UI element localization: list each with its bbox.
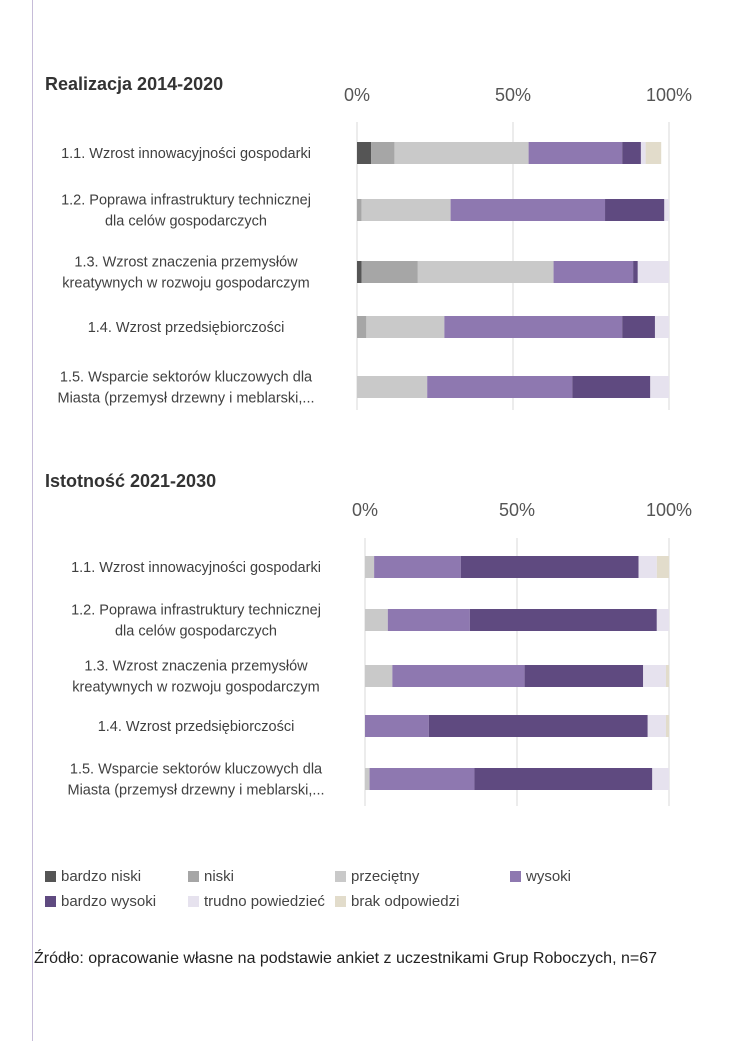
chart1-bar-trudno-powiedziec-2 bbox=[664, 199, 669, 221]
chart1-tick-label-100: 100% bbox=[646, 85, 692, 105]
chart1-category-label-5-line-1: 1.5. Wsparcie sektorów kluczowych dla bbox=[60, 370, 313, 386]
chart1-category-label-1: 1.1. Wzrost innowacyjności gospodarki bbox=[61, 146, 311, 162]
source-note: Źródło: opracowanie własne na podstawie … bbox=[34, 950, 657, 967]
legend-label-trudno-powiedziec: trudno powiedzieć bbox=[204, 893, 325, 910]
chart1-bar-bardzo-wysoki-2 bbox=[605, 199, 665, 221]
chart2-tick-label-100: 100% bbox=[646, 500, 692, 520]
chart1-category-label-2-line-1: 1.2. Poprawa infrastruktury technicznej bbox=[61, 193, 311, 209]
chart2-bar-trudno-powiedziec-1 bbox=[638, 556, 657, 578]
chart1-bar-przecietny-5 bbox=[357, 376, 428, 398]
stacked-bar-charts: Realizacja 2014-2020 0% 50% 100% 1.1. Wzrost… bbox=[45, 74, 692, 806]
chart2-bar-bardzo-wysoki-5 bbox=[474, 768, 653, 790]
chart1-bar-wysoki-2 bbox=[450, 199, 606, 221]
chart1-category-label-5-line-2: Miasta (przemysł drzewny i meblarski,... bbox=[57, 391, 314, 407]
chart1-bar-brak-odpowiedzi-1 bbox=[645, 142, 662, 164]
legend-item-brak-odpowiedzi: brak odpowiedzi bbox=[335, 893, 459, 910]
chart1-bar-przecietny-2 bbox=[361, 199, 451, 221]
chart2-category-label-5-line-2: Miasta (przemysł drzewny i meblarski,... bbox=[67, 783, 324, 799]
chart1-bar-przecietny-4 bbox=[366, 316, 445, 338]
chart1-bar-wysoki-4 bbox=[444, 316, 623, 338]
legend-swatch-przecietny bbox=[335, 871, 346, 882]
chart2-category-label-3-line-2: kreatywnych w rozwoju gospodarczym bbox=[72, 680, 319, 696]
legend-label-bardzo-wysoki: bardzo wysoki bbox=[61, 893, 157, 910]
chart1-bar-bardzo-wysoki-3 bbox=[633, 261, 638, 283]
chart1-bar-wysoki-5 bbox=[427, 376, 573, 398]
legend-label-niski: niski bbox=[204, 868, 235, 885]
legend-label-brak-odpowiedzi: brak odpowiedzi bbox=[351, 893, 460, 910]
chart2-bar-przecietny-2 bbox=[365, 609, 388, 631]
chart2-category-label-5-line-1: 1.5. Wsparcie sektorów kluczowych dla bbox=[70, 762, 323, 778]
chart2-bar-wysoki-2 bbox=[387, 609, 470, 631]
chart2-bar-trudno-powiedziec-2 bbox=[656, 609, 669, 631]
chart2-bar-trudno-powiedziec-5 bbox=[652, 768, 669, 790]
chart1-bar-trudno-powiedziec-1 bbox=[640, 142, 646, 164]
legend-item-przecietny: przeciętny bbox=[335, 868, 419, 885]
chart1-category-label-2-line-2: dla celów gospodarczych bbox=[105, 214, 267, 230]
chart1-category-label-4: 1.4. Wzrost przedsiębiorczości bbox=[88, 320, 285, 336]
chart1-bar-wysoki-1 bbox=[528, 142, 623, 164]
chart2-bar-brak-odpowiedzi-4 bbox=[665, 715, 669, 737]
legend-item-bardzo-niski: bardzo niski bbox=[45, 868, 141, 885]
legend-swatch-trudno-powiedziec bbox=[188, 896, 199, 907]
chart1-category-label-3-line-1: 1.3. Wzrost znaczenia przemysłów bbox=[74, 255, 298, 271]
chart2-bar-bardzo-wysoki-1 bbox=[460, 556, 639, 578]
chart1-title: Realizacja 2014-2020 bbox=[45, 74, 223, 94]
legend-item-niski: niski bbox=[188, 868, 234, 885]
chart2-category-label-4: 1.4. Wzrost przedsiębiorczości bbox=[98, 719, 295, 735]
chart1-bar-bardzo-niski-3 bbox=[357, 261, 362, 283]
chart1-bar-bardzo-wysoki-4 bbox=[622, 316, 655, 338]
chart2-bar-wysoki-3 bbox=[392, 665, 525, 687]
chart2-bar-brak-odpowiedzi-1 bbox=[656, 556, 669, 578]
chart1-bar-niski-3 bbox=[361, 261, 418, 283]
legend-swatch-brak-odpowiedzi bbox=[335, 896, 346, 907]
chart2-bar-trudno-powiedziec-4 bbox=[647, 715, 666, 737]
chart1-bar-bardzo-niski-1 bbox=[357, 142, 372, 164]
chart1-bar-bardzo-wysoki-5 bbox=[572, 376, 651, 398]
chart2-title: Istotność 2021-2030 bbox=[45, 471, 216, 491]
chart2-bar-bardzo-wysoki-4 bbox=[428, 715, 648, 737]
chart2-bar-wysoki-1 bbox=[374, 556, 461, 578]
legend-swatch-wysoki bbox=[510, 871, 521, 882]
chart1-bar-wysoki-3 bbox=[553, 261, 634, 283]
chart2-bar-przecietny-1 bbox=[365, 556, 375, 578]
legend-item-bardzo-wysoki: bardzo wysoki bbox=[45, 893, 156, 910]
chart2-bar-bardzo-wysoki-2 bbox=[469, 609, 657, 631]
chart1-bar-niski-1 bbox=[371, 142, 395, 164]
chart2-bar-przecietny-3 bbox=[365, 665, 393, 687]
chart1-tick-label-0: 0% bbox=[344, 85, 370, 105]
chart2-category-label-1: 1.1. Wzrost innowacyjności gospodarki bbox=[71, 560, 321, 576]
legend-swatch-bardzo-niski bbox=[45, 871, 56, 882]
chart1-bar-przecietny-1 bbox=[394, 142, 529, 164]
chart2-bar-trudno-powiedziec-3 bbox=[643, 665, 666, 687]
chart2-bar-wysoki-5 bbox=[369, 768, 475, 790]
chart1-tick-label-50: 50% bbox=[495, 85, 531, 105]
legend-label-przecietny: przeciętny bbox=[351, 868, 420, 885]
chart2-bar-brak-odpowiedzi-3 bbox=[665, 665, 669, 687]
legend-label-bardzo-niski: bardzo niski bbox=[61, 868, 142, 885]
chart1-bar-bardzo-wysoki-1 bbox=[622, 142, 641, 164]
chart1-bar-niski-4 bbox=[357, 316, 367, 338]
chart2-bar-wysoki-4 bbox=[365, 715, 429, 737]
legend-item-wysoki: wysoki bbox=[510, 868, 571, 885]
chart2-tick-label-0: 0% bbox=[352, 500, 378, 520]
chart2-category-label-2-line-1: 1.2. Poprawa infrastruktury technicznej bbox=[71, 603, 321, 619]
chart1-bar-przecietny-3 bbox=[417, 261, 554, 283]
chart2-bar-bardzo-wysoki-3 bbox=[524, 665, 644, 687]
chart1-bar-trudno-powiedziec-5 bbox=[650, 376, 669, 398]
chart1-bar-trudno-powiedziec-4 bbox=[654, 316, 669, 338]
left-border-rule bbox=[32, 0, 33, 1041]
chart2-tick-label-50: 50% bbox=[499, 500, 535, 520]
chart1-category-label-3-line-2: kreatywnych w rozwoju gospodarczym bbox=[62, 276, 309, 292]
legend-label-wysoki: wysoki bbox=[526, 868, 572, 885]
chart2-category-label-2-line-2: dla celów gospodarczych bbox=[115, 624, 277, 640]
chart1-bar-trudno-powiedziec-3 bbox=[637, 261, 669, 283]
chart2-bar-przecietny-5 bbox=[365, 768, 370, 790]
chart2-category-label-3-line-1: 1.3. Wzrost znaczenia przemysłów bbox=[84, 659, 308, 675]
chart1-bar-niski-2 bbox=[357, 199, 362, 221]
legend-swatch-niski bbox=[188, 871, 199, 882]
legend-swatch-bardzo-wysoki bbox=[45, 896, 56, 907]
legend-item-trudno-powiedziec: trudno powiedzieć bbox=[188, 893, 325, 910]
